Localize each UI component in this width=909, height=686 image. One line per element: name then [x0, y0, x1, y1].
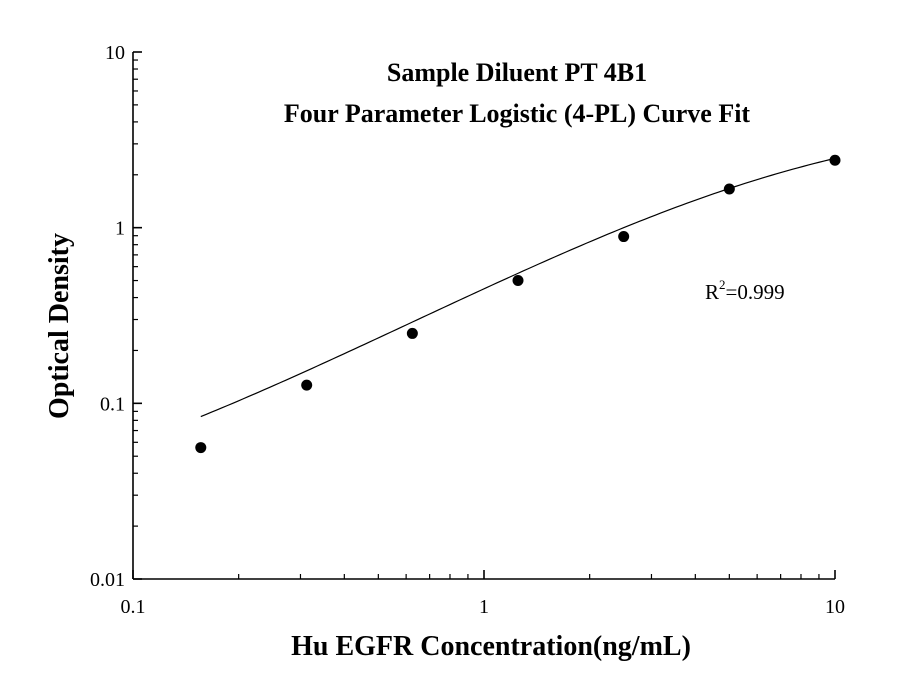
x-tick-label: 1 — [479, 596, 489, 618]
data-point — [406, 327, 418, 339]
y-tick-label: 0.1 — [100, 393, 125, 415]
r-squared-base: R — [705, 280, 719, 304]
x-axis-title: Hu EGFR Concentration(ng/mL) — [291, 631, 691, 662]
x-tick-label: 0.1 — [121, 596, 146, 618]
chart-title-line-1: Sample Diluent PT 4B1 — [387, 58, 647, 87]
r-squared-value: =0.999 — [726, 280, 785, 304]
data-point — [618, 231, 630, 243]
data-point — [512, 275, 524, 287]
x-tick-label: 10 — [825, 596, 845, 618]
data-point — [723, 183, 735, 195]
r-squared-superscript: 2 — [719, 277, 726, 292]
r-squared-annotation: R2=0.999 — [705, 277, 785, 304]
y-tick-label: 1 — [115, 218, 125, 240]
data-point — [195, 442, 207, 454]
y-tick-label: 0.01 — [90, 569, 125, 591]
chart-title-line-2: Four Parameter Logistic (4-PL) Curve Fit — [284, 99, 751, 128]
y-axis-title: Optical Density — [44, 233, 75, 419]
axis-ticks — [132, 51, 836, 580]
tick-labels: 0.1 1 10 0.01 0.1 1 10 — [90, 42, 845, 618]
data-point — [301, 379, 313, 391]
y-tick-label: 10 — [105, 42, 125, 64]
data-points — [195, 154, 841, 454]
data-point — [829, 154, 841, 166]
